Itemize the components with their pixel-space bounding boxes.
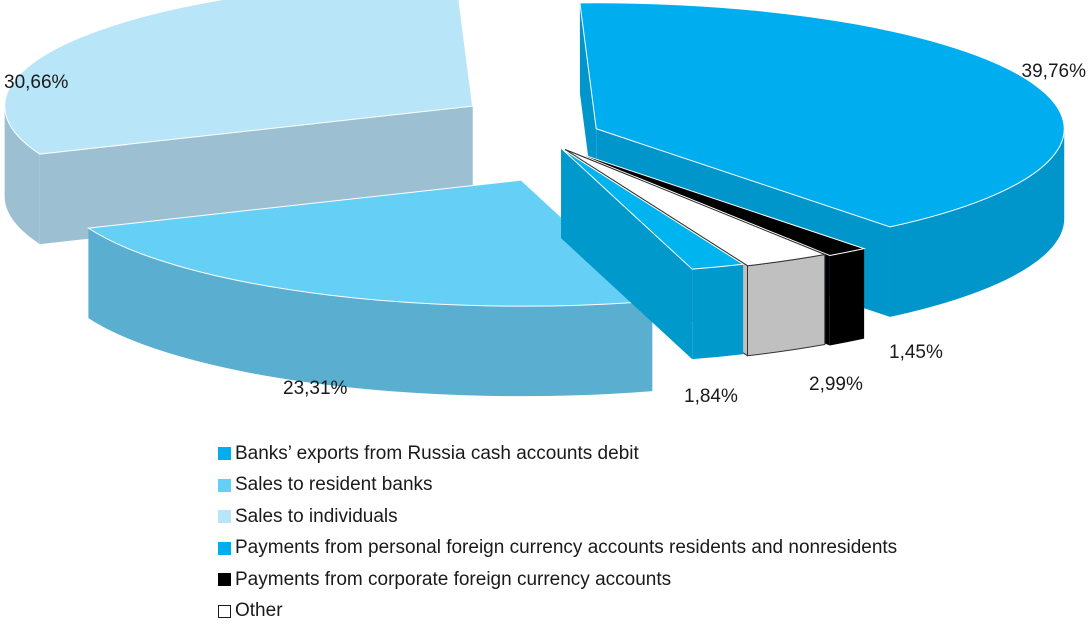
legend-swatch: [218, 510, 231, 523]
data-label-5: 23,31%: [283, 378, 348, 399]
slice-side: [830, 249, 864, 346]
legend-item: Sales to resident banks: [218, 470, 897, 502]
legend-swatch: [218, 542, 231, 555]
slice-side: [692, 264, 743, 359]
legend-swatch: [218, 479, 231, 492]
data-label-6: 30,66%: [4, 72, 69, 93]
legend-item: Banks’ exports from Russia cash accounts…: [218, 438, 897, 470]
slice-side: [748, 255, 825, 356]
data-label-2: 1,45%: [889, 342, 943, 363]
legend-label: Sales to individuals: [235, 506, 398, 528]
legend-label: Payments from personal foreign currency …: [235, 537, 897, 559]
legend-swatch: [218, 573, 231, 586]
legend-item: Other: [218, 596, 897, 627]
pie-chart: 39,76% 1,45% 2,99% 1,84% 23,31% 30,66%: [0, 0, 1090, 430]
legend-label: Payments from corporate foreign currency…: [235, 569, 671, 591]
legend: Banks’ exports from Russia cash accounts…: [218, 438, 897, 627]
data-label-3: 2,99%: [809, 374, 863, 395]
legend-label: Sales to resident banks: [235, 474, 433, 496]
data-label-4: 1,84%: [684, 386, 738, 407]
legend-label: Other: [235, 600, 283, 622]
legend-item: Sales to individuals: [218, 501, 897, 533]
legend-item: Payments from personal foreign currency …: [218, 533, 897, 565]
legend-swatch: [218, 605, 231, 618]
legend-label: Banks’ exports from Russia cash accounts…: [235, 443, 639, 465]
data-label-1: 39,76%: [1022, 61, 1087, 82]
legend-item: Payments from corporate foreign currency…: [218, 564, 897, 596]
legend-swatch: [218, 447, 231, 460]
